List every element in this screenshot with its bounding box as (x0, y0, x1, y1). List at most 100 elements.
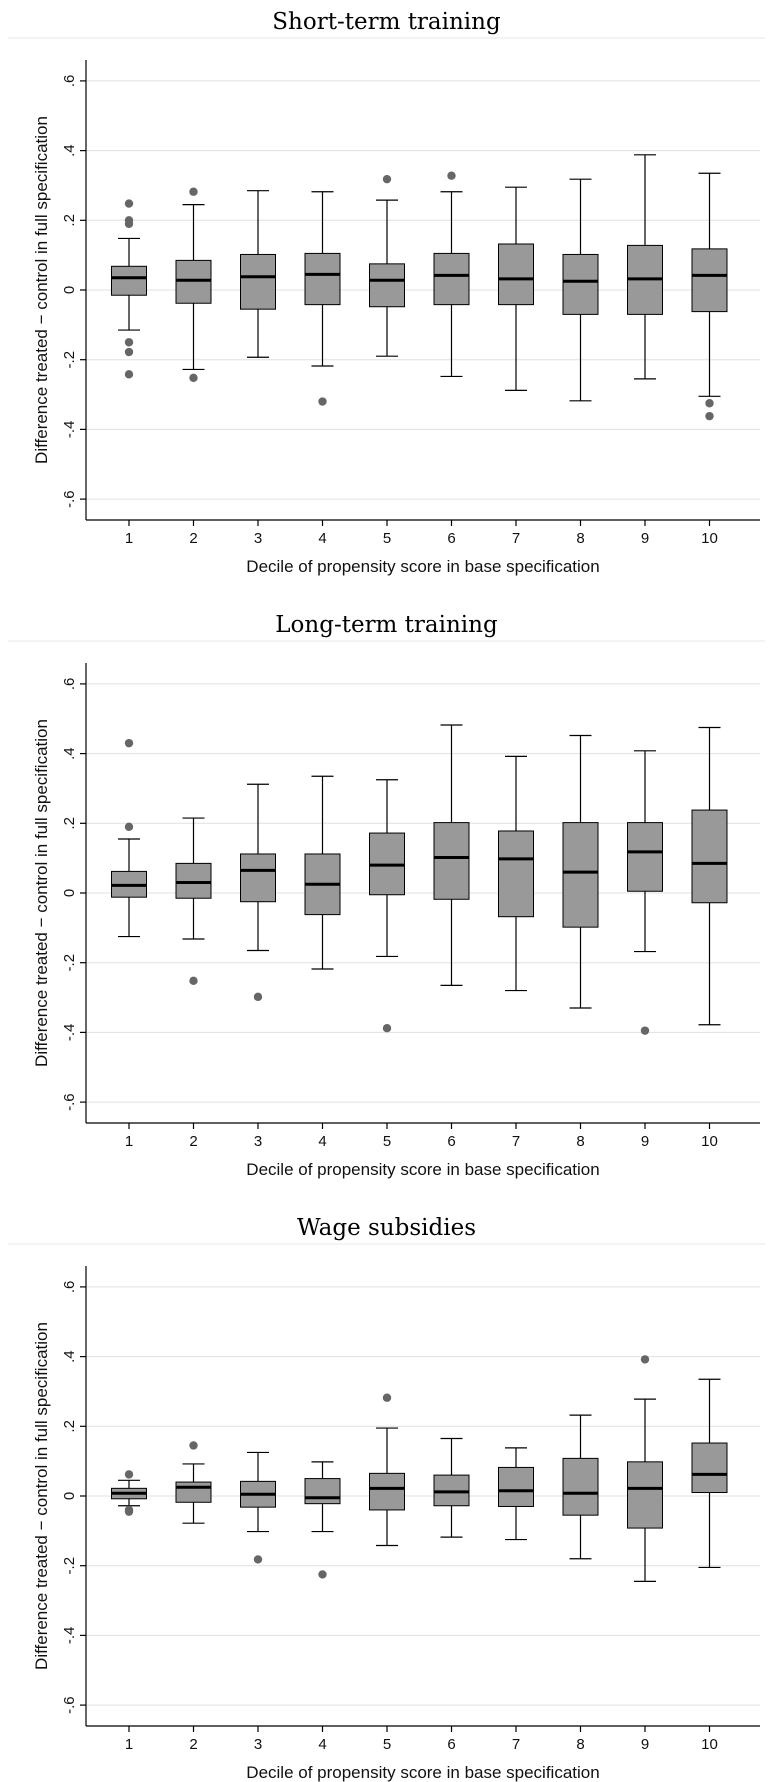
box-decile-8 (562, 178, 599, 402)
y-tick-label: -.2 (61, 351, 78, 369)
chart-panel-2: Long-term training -.6 -.4 -.2 0 .2 .4 .6 Differ… (8, 612, 765, 1179)
x-axis-label: Decile of propensity score in base speci… (246, 1160, 599, 1179)
y-tick-label: .2 (61, 817, 78, 830)
x-tick-label: 10 (701, 1133, 718, 1150)
chart-title: Short-term training (272, 9, 501, 35)
y-tick-label: .4 (61, 747, 78, 760)
iqr-box (304, 252, 341, 306)
outlier-point (124, 347, 134, 357)
iqr-box (562, 822, 599, 928)
box-decile-5 (369, 1393, 405, 1547)
outlier-point (124, 370, 134, 379)
box-decile-1 (111, 199, 147, 379)
box-decile-2 (175, 1441, 212, 1524)
iqr-box (175, 259, 212, 304)
outlier-point (382, 1393, 392, 1402)
x-tick-label: 9 (641, 1133, 649, 1150)
y-axis-label: Difference treated − control in full spe… (32, 116, 51, 464)
box-decile-6 (433, 1437, 470, 1538)
x-tick-label: 6 (447, 530, 455, 547)
outlier-point (124, 1507, 134, 1516)
x-tick-label: 1 (125, 530, 133, 547)
y-tick-label: .6 (61, 678, 78, 691)
x-tick-label: 6 (447, 1736, 455, 1753)
outlier-point (253, 992, 263, 1002)
y-tick-label: 0 (61, 1492, 78, 1500)
box-decile-6 (433, 724, 470, 986)
box-decile-10 (691, 726, 728, 1026)
chart-title: Long-term training (275, 612, 498, 638)
box-decile-4 (304, 191, 341, 406)
x-tick-label: 5 (383, 1736, 391, 1753)
y-tick-label: .2 (61, 214, 78, 227)
box-decile-8 (562, 1414, 599, 1560)
outlier-point (705, 399, 714, 408)
y-tick-label: -.6 (61, 1696, 78, 1714)
x-tick-label: 1 (125, 1736, 133, 1753)
y-tick-label: 0 (61, 286, 78, 294)
box-decile-8 (562, 734, 599, 1009)
x-tick-label: 4 (318, 530, 326, 547)
box-decile-10 (691, 172, 728, 421)
y-axis-label: Difference treated − control in full spe… (32, 719, 51, 1067)
outlier-point (640, 1355, 650, 1364)
y-tick-label: -.2 (61, 1557, 78, 1575)
outlier-point (189, 373, 198, 383)
y-tick-label: .6 (61, 75, 78, 88)
x-tick-label: 8 (576, 530, 584, 547)
box-decile-3 (240, 190, 276, 358)
box-decile-7 (498, 755, 534, 992)
box-decile-6 (433, 171, 470, 378)
iqr-box (175, 1481, 212, 1503)
x-tick-label: 3 (254, 1736, 262, 1753)
outlier-point (253, 1555, 263, 1564)
x-tick-label: 8 (576, 1133, 584, 1150)
y-tick-label: .6 (61, 1281, 78, 1294)
outlier-point (318, 397, 327, 406)
iqr-box (691, 1442, 728, 1494)
box-decile-7 (498, 1447, 534, 1541)
outlier-point (382, 174, 392, 184)
box-decile-7 (498, 186, 534, 391)
x-tick-label: 5 (383, 530, 391, 547)
box-decile-5 (369, 174, 405, 357)
x-tick-label: 3 (254, 530, 262, 547)
y-tick-label: -.6 (61, 490, 78, 508)
iqr-box (562, 253, 599, 315)
y-axis-label: Difference treated − control in full spe… (32, 1322, 51, 1670)
y-tick-label: -.6 (61, 1093, 78, 1111)
iqr-box (433, 822, 470, 900)
outlier-point (189, 187, 198, 196)
x-tick-label: 8 (576, 1736, 584, 1753)
box-decile-5 (369, 779, 405, 1033)
iqr-box (304, 1478, 341, 1505)
outlier-point (447, 171, 456, 180)
x-tick-label: 5 (383, 1133, 391, 1150)
iqr-box (369, 1472, 405, 1511)
iqr-box (433, 252, 470, 306)
box-decile-2 (175, 187, 212, 383)
box-decile-4 (304, 775, 341, 970)
y-tick-label: .4 (61, 144, 78, 157)
x-tick-label: 10 (701, 1736, 718, 1753)
box-decile-9 (627, 154, 663, 380)
x-tick-label: 4 (318, 1736, 326, 1753)
iqr-box (498, 1466, 534, 1507)
x-tick-label: 6 (447, 1133, 455, 1150)
x-tick-label: 7 (512, 1133, 520, 1150)
y-tick-label: .4 (61, 1350, 78, 1363)
chart-panel-1: Short-term training -.6 -.4 -.2 0 .2 .4 .6 Diffe… (8, 9, 765, 576)
outlier-point (124, 199, 134, 208)
iqr-box (562, 1457, 599, 1516)
x-axis-label: Decile of propensity score in base speci… (246, 1763, 599, 1782)
x-tick-label: 7 (512, 530, 520, 547)
iqr-box (240, 853, 276, 903)
outlier-point (640, 1026, 650, 1035)
iqr-box (111, 265, 147, 296)
x-tick-label: 7 (512, 1736, 520, 1753)
y-tick-label: -.2 (61, 954, 78, 972)
box-decile-9 (627, 750, 663, 1035)
outlier-point (124, 822, 134, 831)
y-tick-label: -.4 (61, 421, 78, 439)
outlier-point (189, 1441, 198, 1450)
